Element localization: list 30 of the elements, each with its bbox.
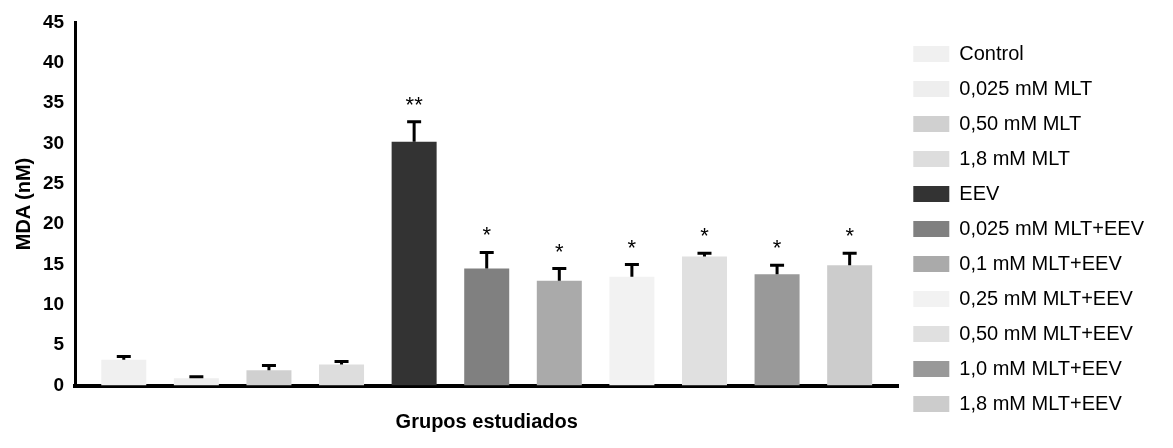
legend-label: 0,1 mM MLT+EEV: [959, 251, 1123, 274]
annotation: **: [405, 91, 424, 117]
legend-label: 0,25 mM MLT+EEV: [959, 286, 1134, 309]
annotation: *: [555, 238, 565, 264]
annotation: *: [700, 223, 710, 249]
y-tick-label: 35: [42, 91, 65, 113]
legend-label: EEV: [959, 181, 1000, 204]
y-tick-label: 15: [42, 252, 65, 274]
legend-label: 1,0 mM MLT+EEV: [959, 356, 1123, 379]
y-tick-label: 10: [42, 293, 65, 315]
y-tick-label: 20: [42, 212, 65, 234]
legend-label: 1,8 mM MLT: [959, 146, 1071, 169]
y-tick-label: 5: [53, 333, 65, 355]
annotation: *: [772, 235, 782, 261]
annotation: *: [482, 222, 492, 248]
legend-label: 0,025 mM MLT: [959, 76, 1093, 99]
legend-label: Control: [959, 41, 1024, 64]
y-tick-label: 30: [42, 131, 65, 153]
annotation: *: [627, 234, 637, 260]
y-tick-label: 25: [42, 172, 65, 194]
y-tick-label: 45: [42, 10, 65, 32]
x-axis-title: Grupos estudiados: [395, 409, 578, 432]
annotation: *: [845, 223, 855, 249]
y-tick-label: 0: [53, 373, 65, 395]
legend-label: 1,8 mM MLT+EEV: [959, 391, 1123, 414]
y-tick-label: 40: [42, 50, 65, 72]
y-axis-title: MDA (nM): [11, 157, 34, 251]
legend-label: 0,50 mM MLT+EEV: [959, 321, 1134, 344]
legend-label: 0,025 mM MLT+EEV: [959, 216, 1145, 239]
legend-label: 0,50 mM MLT: [959, 111, 1082, 134]
